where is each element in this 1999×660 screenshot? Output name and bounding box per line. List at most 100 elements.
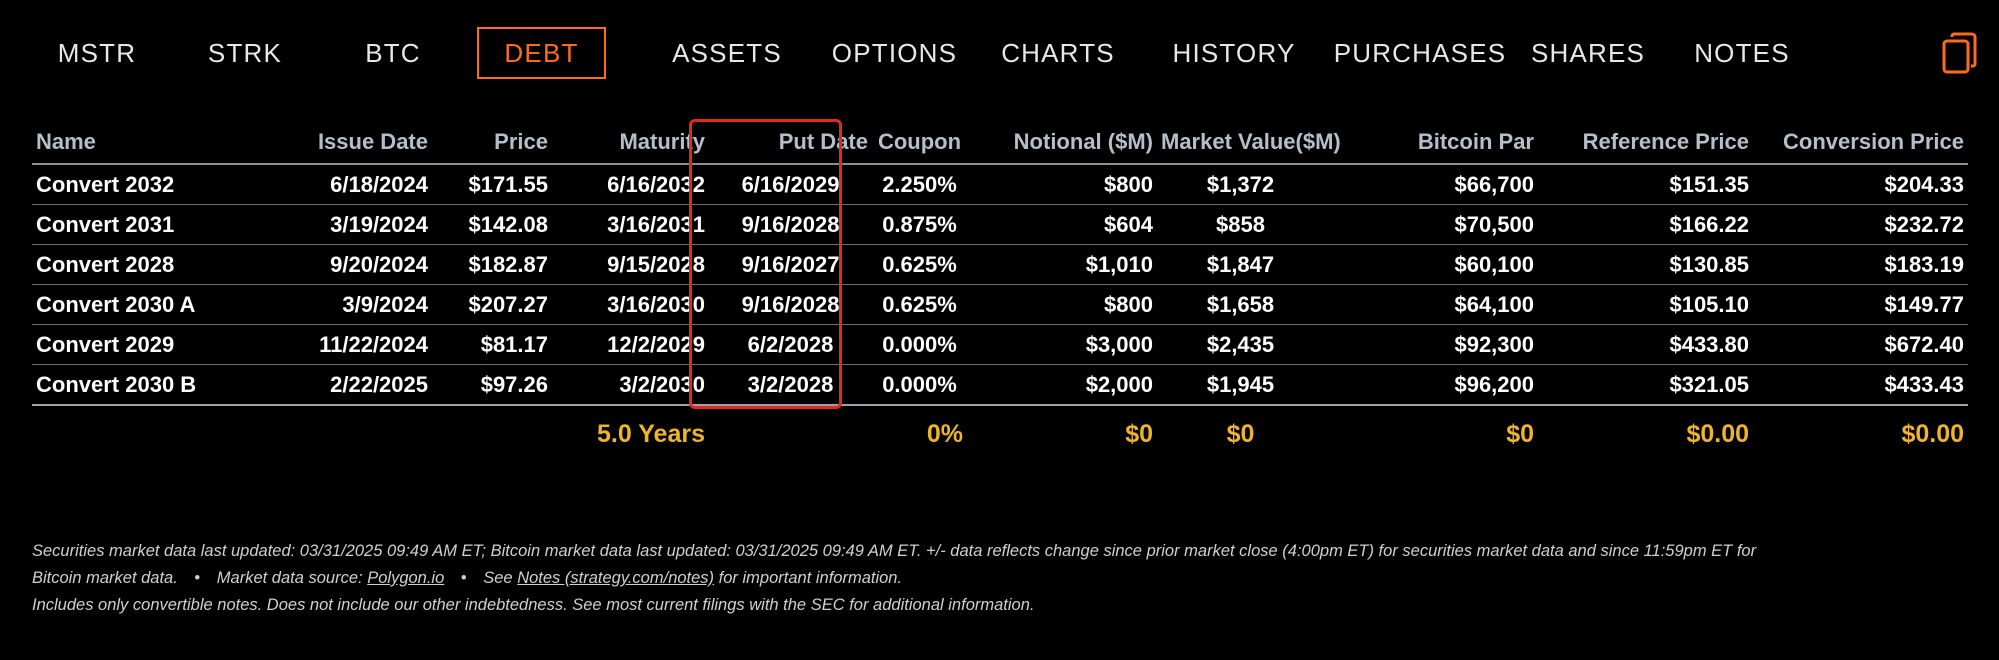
cell-name: Convert 2031 (32, 204, 242, 245)
tab-charts[interactable]: CHARTS (1001, 37, 1115, 68)
header-issue-date[interactable]: Issue Date (242, 121, 432, 165)
table-row: Convert 2030 B 2/22/2025 $97.26 3/2/2030… (32, 364, 1968, 406)
cell-conversion-price: $232.72 (1753, 204, 1968, 245)
cell-maturity: 6/16/2032 (552, 164, 709, 205)
cell-name: Convert 2032 (32, 164, 242, 205)
top-nav: MSTR STRK BTC DEBT ASSETS OPTIONS CHARTS… (32, 27, 1919, 79)
tab-debt[interactable]: DEBT (477, 27, 606, 79)
header-price[interactable]: Price (432, 121, 552, 165)
cell-notional: $800 (967, 164, 1157, 205)
cell-price: $97.26 (432, 364, 552, 406)
polygon-link[interactable]: Polygon.io (367, 569, 445, 587)
header-market-value[interactable]: Market Value($M) (1157, 121, 1341, 165)
footnote-text: See (483, 569, 513, 587)
notes-link[interactable]: Notes (strategy.com/notes) (517, 569, 715, 587)
total-notional: $0 (1125, 419, 1153, 448)
cell-name: Convert 2030 B (32, 364, 242, 406)
cell-notional: $3,000 (967, 324, 1157, 365)
header-maturity[interactable]: Maturity (552, 121, 709, 165)
tab-mstr[interactable]: MSTR (57, 37, 137, 68)
cell-name: Convert 2028 (32, 244, 242, 285)
table-header-row: Name Issue Date Price Maturity Put Date … (32, 121, 1968, 165)
cell-market-value: $858 (1157, 204, 1324, 245)
tab-notes[interactable]: NOTES (1694, 37, 1790, 68)
header-name[interactable]: Name (32, 121, 242, 165)
cell-coupon: 0.625% (872, 244, 967, 285)
total-conversion-price: $0.00 (1901, 419, 1964, 448)
cell-notional: $604 (967, 204, 1157, 245)
cell-conversion-price: $204.33 (1753, 164, 1968, 205)
header-coupon[interactable]: Coupon (872, 121, 967, 165)
footnote-text: Bitcoin market data. (32, 569, 178, 587)
cell-conversion-price: $433.43 (1753, 364, 1968, 406)
header-bitcoin-par[interactable]: Bitcoin Par (1324, 121, 1538, 165)
tab-history[interactable]: HISTORY (1172, 37, 1296, 68)
cell-coupon: 0.000% (872, 364, 967, 406)
cell-issue-date: 9/20/2024 (242, 244, 432, 285)
cell-issue-date: 3/19/2024 (242, 204, 432, 245)
cell-price: $171.55 (432, 164, 552, 205)
cell-put-date: 9/16/2028 (709, 204, 872, 245)
cell-put-date: 9/16/2028 (709, 284, 872, 325)
total-reference-price: $0.00 (1686, 419, 1749, 448)
footnote-update-line: Securities market data last updated: 03/… (32, 542, 1757, 560)
footnote-text: for important information. (718, 569, 903, 587)
cell-market-value: $1,847 (1157, 244, 1324, 285)
cell-issue-date: 2/22/2025 (242, 364, 432, 406)
cell-issue-date: 11/22/2024 (242, 324, 432, 365)
table-row: Convert 2032 6/18/2024 $171.55 6/16/2032… (32, 164, 1968, 205)
total-coupon: 0% (926, 419, 963, 448)
tab-btc[interactable]: BTC (365, 37, 421, 68)
tab-purchases[interactable]: PURCHASES (1333, 37, 1507, 68)
table-row: Convert 2029 11/22/2024 $81.17 12/2/2029… (32, 324, 1968, 365)
total-bitcoin-par: $0 (1506, 419, 1534, 448)
cell-coupon: 0.625% (872, 284, 967, 325)
tab-assets[interactable]: ASSETS (672, 37, 782, 68)
tab-shares[interactable]: SHARES (1530, 37, 1646, 68)
cell-market-value: $1,658 (1157, 284, 1324, 325)
cell-notional: $1,010 (967, 244, 1157, 285)
cell-coupon: 0.875% (872, 204, 967, 245)
cell-maturity: 9/15/2028 (552, 244, 709, 285)
cell-reference-price: $105.10 (1538, 284, 1753, 325)
footnote-disclaimer-line: Includes only convertible notes. Does no… (32, 596, 1035, 614)
totals-row: 5.0 Years 0% $0 $0 $0 $0.00 $0.00 (32, 405, 1968, 458)
cell-reference-price: $321.05 (1538, 364, 1753, 406)
cell-market-value: $1,372 (1157, 164, 1324, 205)
cell-price: $207.27 (432, 284, 552, 325)
header-put-date[interactable]: Put Date (709, 121, 872, 165)
cell-conversion-price: $149.77 (1753, 284, 1968, 325)
cell-notional: $2,000 (967, 364, 1157, 406)
total-empty (242, 405, 432, 458)
cell-name: Convert 2029 (32, 324, 242, 365)
cell-maturity: 12/2/2029 (552, 324, 709, 365)
cell-coupon: 2.250% (872, 164, 967, 205)
cell-price: $142.08 (432, 204, 552, 245)
debt-table-container: Name Issue Date Price Maturity Put Date … (32, 119, 1968, 458)
copy-icon[interactable] (1942, 32, 1982, 76)
tab-strk[interactable]: STRK (207, 37, 283, 68)
debt-table: Name Issue Date Price Maturity Put Date … (32, 121, 1968, 458)
cell-conversion-price: $672.40 (1753, 324, 1968, 365)
total-market-value: $0 (1226, 419, 1255, 448)
header-notional[interactable]: Notional ($M) (967, 121, 1157, 165)
footnotes: Securities market data last updated: 03/… (32, 538, 1967, 619)
cell-bitcoin-par: $60,100 (1324, 244, 1538, 285)
table-row: Convert 2031 3/19/2024 $142.08 3/16/2031… (32, 204, 1968, 245)
cell-notional: $800 (967, 284, 1157, 325)
cell-bitcoin-par: $66,700 (1324, 164, 1538, 205)
header-conversion-price[interactable]: Conversion Price (1753, 121, 1968, 165)
cell-name: Convert 2030 A (32, 284, 242, 325)
footnote-source-line: Bitcoin market data. • Market data sourc… (32, 565, 1967, 592)
cell-reference-price: $151.35 (1538, 164, 1753, 205)
cell-issue-date: 3/9/2024 (242, 284, 432, 325)
header-reference-price[interactable]: Reference Price (1538, 121, 1753, 165)
cell-reference-price: $166.22 (1538, 204, 1753, 245)
cell-bitcoin-par: $92,300 (1324, 324, 1538, 365)
table-row: Convert 2030 A 3/9/2024 $207.27 3/16/203… (32, 284, 1968, 325)
tab-options[interactable]: OPTIONS (831, 37, 958, 68)
cell-bitcoin-par: $96,200 (1324, 364, 1538, 406)
cell-put-date: 3/2/2028 (709, 364, 872, 406)
total-maturity: 5.0 Years (597, 419, 705, 448)
cell-put-date: 6/2/2028 (709, 324, 872, 365)
